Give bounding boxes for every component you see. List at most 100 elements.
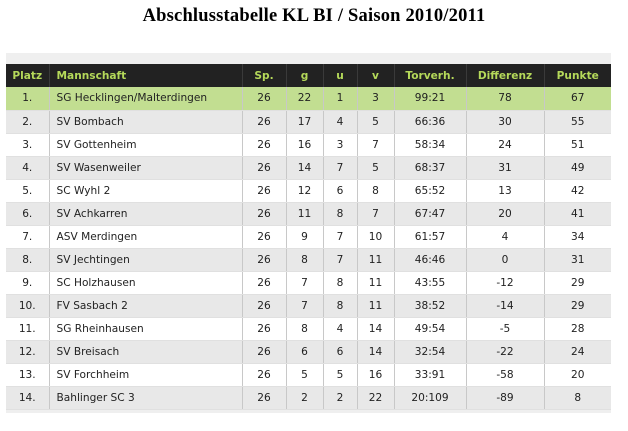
cell-platz: 4. (6, 156, 50, 180)
table-row: 5. SC Wyhl 2 26 12 6 8 65:52 13 42 (6, 179, 611, 203)
cell-unentschieden: 2 (323, 386, 358, 410)
cell-platz: 7. (6, 225, 50, 249)
cell-gewonnen: 16 (286, 133, 324, 157)
cell-punkte: 51 (544, 133, 611, 157)
cell-platz: 6. (6, 202, 50, 226)
cell-unentschieden: 6 (323, 179, 358, 203)
cell-differenz: -5 (466, 317, 545, 341)
cell-torverhaeltnis: 46:46 (394, 248, 467, 272)
cell-verloren: 14 (357, 340, 395, 364)
cell-gewonnen: 22 (286, 87, 324, 111)
cell-torverhaeltnis: 32:54 (394, 340, 467, 364)
cell-differenz: 78 (466, 87, 545, 111)
cell-torverhaeltnis: 99:21 (394, 87, 467, 111)
cell-unentschieden: 6 (323, 340, 358, 364)
cell-gewonnen: 5 (286, 363, 324, 387)
cell-verloren: 7 (357, 133, 395, 157)
cell-mannschaft: SV Wasenweiler (49, 156, 243, 180)
cell-spiele: 26 (242, 248, 287, 272)
header-platz: Platz (6, 64, 50, 87)
table-body: 1. SG Hecklingen/Malterdingen 26 22 1 3 99:21 7… (6, 87, 611, 410)
cell-platz: 5. (6, 179, 50, 203)
cell-platz: 3. (6, 133, 50, 157)
cell-spiele: 26 (242, 225, 287, 249)
cell-torverhaeltnis: 68:37 (394, 156, 467, 180)
table-row: 14. Bahlinger SC 3 26 2 2 22 20:109 -89 8 (6, 386, 611, 410)
cell-differenz: 20 (466, 202, 545, 226)
cell-spiele: 26 (242, 179, 287, 203)
cell-mannschaft: SV Breisach (49, 340, 243, 364)
cell-punkte: 34 (544, 225, 611, 249)
cell-spiele: 26 (242, 294, 287, 318)
cell-mannschaft: SG Rheinhausen (49, 317, 243, 341)
cell-spiele: 26 (242, 340, 287, 364)
cell-punkte: 31 (544, 248, 611, 272)
cell-gewonnen: 14 (286, 156, 324, 180)
cell-gewonnen: 2 (286, 386, 324, 410)
cell-unentschieden: 8 (323, 271, 358, 295)
cell-platz: 12. (6, 340, 50, 364)
cell-verloren: 11 (357, 271, 395, 295)
header-unentschieden: u (323, 64, 358, 87)
cell-spiele: 26 (242, 156, 287, 180)
cell-gewonnen: 7 (286, 294, 324, 318)
cell-torverhaeltnis: 38:52 (394, 294, 467, 318)
cell-platz: 1. (6, 87, 50, 111)
cell-differenz: 4 (466, 225, 545, 249)
cell-platz: 8. (6, 248, 50, 272)
cell-verloren: 8 (357, 179, 395, 203)
header-mannschaft: Mannschaft (49, 64, 243, 87)
cell-verloren: 11 (357, 248, 395, 272)
table-row: 10. FV Sasbach 2 26 7 8 11 38:52 -14 29 (6, 294, 611, 318)
cell-torverhaeltnis: 67:47 (394, 202, 467, 226)
cell-gewonnen: 8 (286, 248, 324, 272)
cell-verloren: 16 (357, 363, 395, 387)
cell-punkte: 20 (544, 363, 611, 387)
cell-verloren: 14 (357, 317, 395, 341)
cell-torverhaeltnis: 43:55 (394, 271, 467, 295)
standings-table-container: Platz Mannschaft Sp. g u v Torverh. Diff… (6, 53, 611, 413)
cell-spiele: 26 (242, 271, 287, 295)
cell-mannschaft: SC Holzhausen (49, 271, 243, 295)
cell-gewonnen: 7 (286, 271, 324, 295)
cell-spiele: 26 (242, 202, 287, 226)
cell-spiele: 26 (242, 363, 287, 387)
cell-punkte: 29 (544, 271, 611, 295)
cell-mannschaft: SV Bombach (49, 110, 243, 134)
cell-verloren: 7 (357, 202, 395, 226)
cell-unentschieden: 8 (323, 202, 358, 226)
table-row: 11. SG Rheinhausen 26 8 4 14 49:54 -5 28 (6, 317, 611, 341)
cell-differenz: -58 (466, 363, 545, 387)
cell-punkte: 24 (544, 340, 611, 364)
standings-table: Platz Mannschaft Sp. g u v Torverh. Diff… (6, 64, 611, 410)
table-row: 2. SV Bombach 26 17 4 5 66:36 30 55 (6, 110, 611, 134)
table-row: 7. ASV Merdingen 26 9 7 10 61:57 4 34 (6, 225, 611, 249)
table-row: 8. SV Jechtingen 26 8 7 11 46:46 0 31 (6, 248, 611, 272)
cell-punkte: 42 (544, 179, 611, 203)
cell-spiele: 26 (242, 87, 287, 111)
cell-mannschaft: ASV Merdingen (49, 225, 243, 249)
cell-differenz: 13 (466, 179, 545, 203)
cell-differenz: 31 (466, 156, 545, 180)
table-row: 4. SV Wasenweiler 26 14 7 5 68:37 31 49 (6, 156, 611, 180)
table-row: 3. SV Gottenheim 26 16 3 7 58:34 24 51 (6, 133, 611, 157)
cell-verloren: 22 (357, 386, 395, 410)
cell-gewonnen: 12 (286, 179, 324, 203)
cell-platz: 11. (6, 317, 50, 341)
cell-gewonnen: 11 (286, 202, 324, 226)
cell-mannschaft: SV Achkarren (49, 202, 243, 226)
cell-mannschaft: SG Hecklingen/Malterdingen (49, 87, 243, 111)
header-torverhaeltnis: Torverh. (394, 64, 467, 87)
cell-gewonnen: 6 (286, 340, 324, 364)
cell-torverhaeltnis: 20:109 (394, 386, 467, 410)
cell-torverhaeltnis: 58:34 (394, 133, 467, 157)
cell-punkte: 55 (544, 110, 611, 134)
cell-punkte: 41 (544, 202, 611, 226)
cell-unentschieden: 7 (323, 248, 358, 272)
page-title: Abschlusstabelle KL BI / Saison 2010/201… (142, 6, 486, 26)
cell-punkte: 29 (544, 294, 611, 318)
table-row: 9. SC Holzhausen 26 7 8 11 43:55 -12 29 (6, 271, 611, 295)
cell-gewonnen: 9 (286, 225, 324, 249)
cell-unentschieden: 7 (323, 225, 358, 249)
cell-mannschaft: SV Jechtingen (49, 248, 243, 272)
